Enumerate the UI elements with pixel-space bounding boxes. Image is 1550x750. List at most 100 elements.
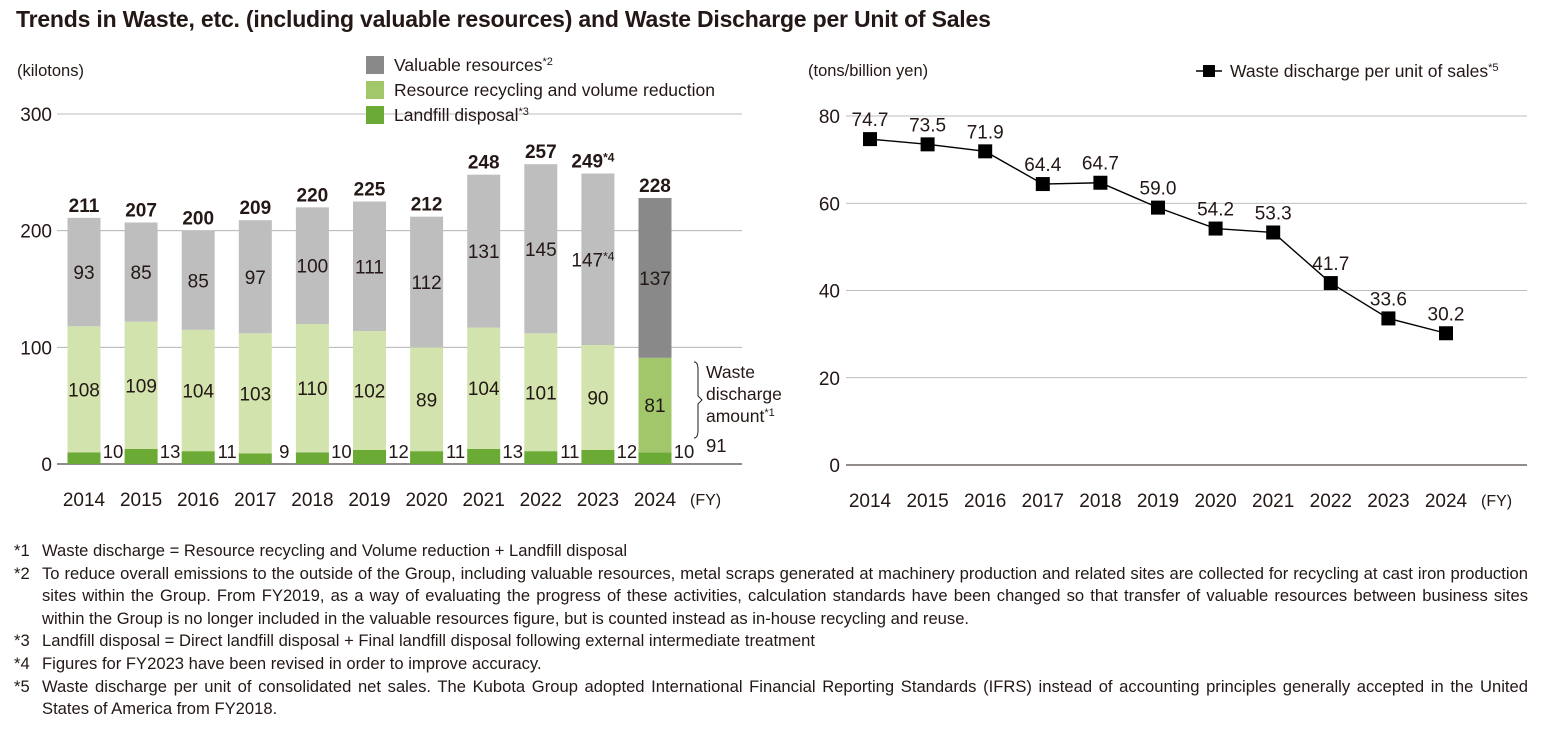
landfill-value-label: 9	[279, 441, 289, 462]
valuable-value-label: 145	[525, 240, 557, 261]
valuable-value-label: 137	[639, 269, 671, 290]
legend-swatch	[366, 106, 384, 124]
bar-total-label: 249*4	[571, 151, 614, 173]
bar-segment	[467, 174, 501, 328]
bar-total-label: 225	[354, 180, 386, 201]
footnote-mark: *3	[14, 631, 30, 651]
bar-total-label: 211	[69, 196, 100, 217]
legend-label: Resource recycling and volume reduction	[394, 80, 715, 100]
bar-total-label: 209	[239, 198, 271, 219]
recycling-value-label: 104	[468, 379, 500, 400]
valuable-value-label: 93	[73, 263, 94, 284]
footnote-text: To reduce overall emissions to the outsi…	[42, 563, 1528, 628]
recycling-value-label: 104	[182, 382, 214, 403]
x-tick-label: 2015	[120, 490, 162, 511]
bar-segment	[524, 164, 558, 334]
bar-segment	[524, 333, 558, 452]
data-point	[863, 132, 877, 147]
data-label: 73.5	[909, 115, 946, 136]
annotation-text: discharge	[706, 384, 782, 404]
y-tick-label: 20	[819, 369, 840, 390]
legend-swatch	[366, 56, 384, 74]
bar-segment	[467, 448, 501, 464]
bar-chart: (kilotons) 0 100 200 300 Valuable resources*2…	[17, 55, 782, 511]
valuable-value-label: 131	[468, 242, 500, 263]
bar-segment	[524, 451, 558, 464]
x-tick-label: 2016	[177, 490, 219, 511]
x-tick-label: 2020	[405, 490, 447, 511]
footnote-text: Waste discharge = Resource recycling and…	[42, 541, 628, 560]
data-point	[1035, 177, 1050, 192]
bar-total-label: 207	[125, 201, 157, 222]
legend-label: Waste discharge per unit of sales*5	[1230, 61, 1499, 81]
x-tick-label: 2023	[577, 490, 619, 511]
bar-segment	[181, 329, 215, 452]
annotation-bracket	[693, 361, 703, 439]
valuable-value-label: 100	[297, 257, 329, 278]
x-tick-label: 2022	[1310, 491, 1352, 512]
x-tick-label: 2014	[63, 490, 106, 511]
footnote-mark: *1	[14, 541, 30, 560]
landfill-value-label: 13	[502, 441, 523, 462]
bar-segment	[67, 217, 101, 327]
footnote-3: *3 Landfill disposal = Direct landfill d…	[14, 630, 1528, 653]
valuable-value-label: 85	[188, 271, 209, 292]
x-tick-label: 2024	[634, 490, 677, 511]
recycling-value-label: 81	[644, 396, 665, 417]
data-label: 74.7	[852, 110, 889, 131]
recycling-value-label: 102	[354, 382, 386, 403]
bar-segment	[638, 357, 672, 453]
landfill-value-label: 11	[446, 441, 465, 462]
bar-segment	[238, 333, 272, 454]
legend-swatch	[366, 81, 384, 99]
x-tick-label: 2021	[463, 490, 505, 511]
data-point	[920, 137, 935, 152]
landfill-value-label: 10	[331, 441, 352, 462]
valuable-value-label: 85	[131, 263, 152, 284]
x-tick-label: 2020	[1194, 491, 1236, 512]
x-tick-label: 2019	[348, 490, 390, 511]
y-tick-label: 0	[829, 456, 840, 477]
valuable-value-label: 111	[355, 257, 384, 278]
x-axis-unit-label: (FY)	[1481, 493, 1512, 510]
legend-label: Landfill disposal*3	[394, 105, 529, 125]
footnote-5: *5 Waste discharge per unit of consolida…	[14, 676, 1528, 721]
bar-segment	[353, 331, 386, 450]
landfill-value-label: 10	[674, 441, 695, 462]
x-tick-label: 2017	[234, 490, 276, 511]
bar-segment	[181, 451, 215, 464]
data-label: 41.7	[1312, 254, 1349, 275]
landfill-value-label: 11	[560, 441, 579, 462]
x-tick-label: 2021	[1252, 491, 1294, 512]
bar-total-label: 200	[182, 209, 214, 230]
data-point	[978, 144, 993, 159]
page-title: Trends in Waste, etc. (including valuabl…	[16, 6, 991, 32]
y-tick-label: 0	[41, 455, 52, 476]
bar-segment	[295, 324, 329, 453]
bar-segment	[410, 451, 444, 464]
data-label: 64.4	[1024, 155, 1061, 176]
y-tick-label: 300	[20, 105, 52, 126]
data-point	[1266, 225, 1281, 240]
bar-segment	[67, 452, 101, 464]
bar-segment	[124, 222, 158, 322]
x-tick-label: 2023	[1367, 491, 1409, 512]
bar-segment	[638, 198, 672, 358]
bar-segment	[467, 327, 501, 449]
recycling-value-label: 108	[68, 380, 100, 401]
x-tick-label: 2015	[906, 491, 948, 512]
landfill-value-label: 10	[103, 441, 124, 462]
landfill-value-label: 13	[160, 441, 181, 462]
annotation-text: amount*1	[706, 406, 775, 426]
bar-segment	[124, 448, 158, 464]
legend-label: Valuable resources*2	[394, 55, 553, 75]
footnote-text: Landfill disposal = Direct landfill disp…	[42, 631, 815, 651]
footnote-1: *1 Waste discharge = Resource recycling …	[14, 540, 1528, 563]
bar-segment	[410, 216, 444, 348]
data-label: 33.6	[1370, 289, 1407, 310]
x-tick-label: 2018	[1079, 491, 1121, 512]
footnote-mark: *4	[14, 653, 30, 673]
footnote-mark: *2	[14, 563, 30, 583]
y-tick-label: 100	[20, 338, 52, 359]
x-tick-label: 2022	[520, 490, 562, 511]
